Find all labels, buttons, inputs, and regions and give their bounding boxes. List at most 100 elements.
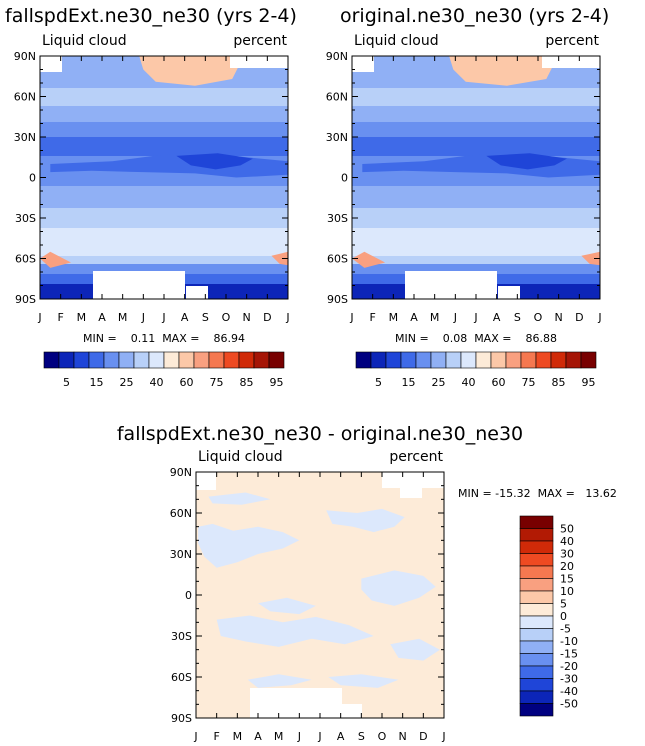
colorbar-swatch — [519, 565, 554, 579]
contour-region-3 — [198, 523, 300, 568]
x-tick-label: J — [453, 311, 457, 324]
contour-region-6 — [271, 251, 288, 266]
colorbar-label: 95 — [270, 376, 284, 389]
x-tick-label: F — [214, 730, 220, 743]
colorbar-swatch — [519, 553, 554, 567]
colorbar-label: 40 — [560, 535, 574, 548]
band-south-66 — [40, 264, 288, 274]
y-tick-label: 60N — [14, 91, 36, 104]
contour-region-2 — [311, 496, 323, 503]
y-tick-label: 60N — [326, 91, 348, 104]
colorbar-swatch — [103, 351, 120, 369]
colorbar-label: 5 — [375, 376, 382, 389]
colorbar-label: 5 — [63, 376, 70, 389]
panel-original: original.ne30_ne30 (yrs 2-4) Liquid clou… — [326, 5, 610, 389]
contour-layer — [352, 56, 600, 268]
colorbar-label: 15 — [402, 376, 416, 389]
x-tick-label: J — [349, 311, 353, 324]
band-north-45 — [352, 106, 600, 122]
colorbar-swatch — [475, 351, 492, 369]
band-north-25 — [352, 137, 600, 156]
colorbar-swatch — [519, 653, 554, 667]
x-tick-label: M — [274, 730, 284, 743]
x-tick-label: S — [514, 311, 521, 324]
colorbar-swatch — [253, 351, 270, 369]
variable-label: Liquid cloud — [354, 33, 439, 49]
colorbar-swatch — [43, 351, 60, 369]
colorbar-label: 85 — [240, 376, 254, 389]
y-tick-label: 90S — [327, 293, 348, 306]
contour-region-5 — [40, 251, 71, 268]
colorbar-label: 15 — [90, 376, 104, 389]
band-south-15 — [40, 186, 288, 208]
y-axis-ticks: 90N 60N 30N 0 30S 60S 90S — [326, 50, 600, 306]
colorbar-label: 20 — [560, 560, 574, 573]
y-tick-label: 0 — [341, 172, 348, 185]
colorbar-label: 50 — [560, 523, 574, 536]
colorbar-label: -50 — [560, 698, 578, 711]
band-north-60 — [40, 88, 288, 106]
panel-title: fallspdExt.ne30_ne30 (yrs 2-4) — [5, 5, 297, 27]
y-tick-label: 30S — [15, 212, 36, 225]
colorbar-swatch — [268, 351, 285, 369]
x-tick-label: O — [378, 730, 387, 743]
contour-region-4 — [176, 153, 253, 170]
contour-region-2 — [139, 56, 239, 86]
x-tick-label: N — [243, 311, 251, 324]
y-tick-label: 30S — [327, 212, 348, 225]
colorbar-swatch — [519, 640, 554, 654]
colorbar-swatch — [355, 351, 372, 369]
x-tick-label: F — [370, 311, 376, 324]
x-tick-label: J — [297, 730, 301, 743]
x-tick-label: J — [161, 311, 165, 324]
colorbar-label: 95 — [582, 376, 596, 389]
panel-difference: fallspdExt.ne30_ne30 - original.ne30_ne3… — [117, 423, 617, 743]
colorbar-swatch — [73, 351, 90, 369]
colorbar-label: 40 — [150, 376, 164, 389]
missing-data-south — [250, 688, 342, 718]
colorbar-label: 85 — [552, 376, 566, 389]
x-tick-label: J — [141, 311, 145, 324]
x-tick-label: J — [441, 730, 445, 743]
x-tick-label: M — [430, 311, 440, 324]
contour-region-9 — [247, 674, 312, 688]
band-south-30 — [40, 208, 288, 228]
colorbar-label: 60 — [492, 376, 506, 389]
colorbar-label: 75 — [210, 376, 224, 389]
colorbar-swatch — [519, 603, 554, 617]
y-tick-label: 0 — [29, 172, 36, 185]
colorbar-swatch — [519, 628, 554, 642]
colorbar-swatch — [445, 351, 462, 369]
missing-data-ne — [382, 472, 444, 488]
contour-region-5 — [361, 570, 436, 606]
x-tick-label: O — [222, 311, 231, 324]
contour-layer — [40, 56, 288, 268]
colorbar-swatch — [385, 351, 402, 369]
y-tick-label: 90N — [170, 466, 192, 479]
y-tick-label: 90N — [326, 50, 348, 63]
colorbar-label: 15 — [560, 573, 574, 586]
band-south-45 — [40, 228, 288, 256]
missing-data-nw — [352, 56, 374, 72]
missing-data-ne — [542, 56, 600, 68]
colorbar-swatch — [163, 351, 180, 369]
y-tick-label: 90S — [171, 712, 192, 725]
colorbar: 5 15 25 40 60 75 85 95 — [43, 351, 285, 389]
colorbar: 5 15 25 40 60 75 85 95 — [355, 351, 597, 389]
y-axis-ticks: 90N 60N 30N 0 30S 60S 90S — [14, 50, 288, 306]
colorbar-label: -15 — [560, 648, 578, 661]
colorbar-swatch — [58, 351, 75, 369]
band-south-15 — [352, 186, 600, 208]
x-tick-label: J — [285, 311, 289, 324]
y-tick-label: 60S — [171, 671, 192, 684]
band-north-25 — [40, 137, 288, 156]
colorbar-label: -5 — [560, 623, 571, 636]
colorbar-swatch — [148, 351, 165, 369]
colorbar-swatch — [88, 351, 105, 369]
contour-region-4 — [486, 153, 567, 170]
colorbar-swatch — [400, 351, 417, 369]
x-tick-label: J — [37, 311, 41, 324]
